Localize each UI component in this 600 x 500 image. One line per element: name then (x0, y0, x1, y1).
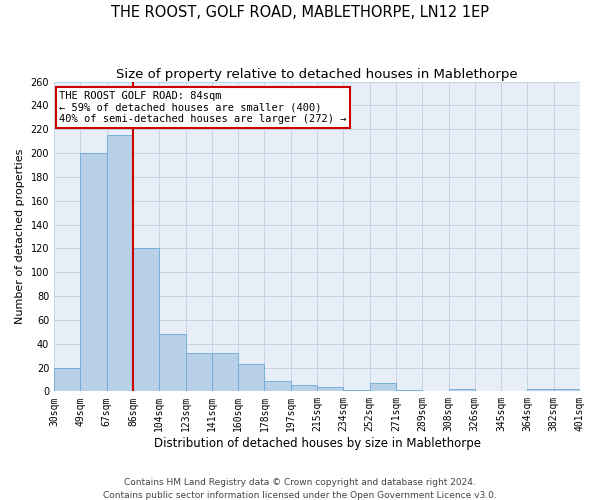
Bar (107, 136, 133, 392)
Bar (527, 389, 554, 392)
Bar (370, 383, 396, 392)
Bar (449, 389, 475, 392)
Bar (554, 389, 580, 392)
Bar (343, 390, 370, 392)
Text: THE ROOST, GOLF ROAD, MABLETHORPE, LN12 1EP: THE ROOST, GOLF ROAD, MABLETHORPE, LN12 … (111, 5, 489, 20)
Bar (185, 353, 212, 392)
Bar (80, 153, 107, 392)
Bar (212, 353, 238, 392)
Bar (317, 386, 343, 392)
Bar (291, 386, 317, 392)
Text: THE ROOST GOLF ROAD: 84sqm
← 59% of detached houses are smaller (400)
40% of sem: THE ROOST GOLF ROAD: 84sqm ← 59% of deta… (59, 91, 347, 124)
Bar (159, 334, 185, 392)
Y-axis label: Number of detached properties: Number of detached properties (15, 149, 25, 324)
Title: Size of property relative to detached houses in Mablethorpe: Size of property relative to detached ho… (116, 68, 518, 80)
Bar (54, 368, 80, 392)
Bar (265, 380, 291, 392)
X-axis label: Distribution of detached houses by size in Mablethorpe: Distribution of detached houses by size … (154, 437, 481, 450)
Bar (238, 364, 265, 392)
Bar (396, 390, 422, 392)
Text: Contains HM Land Registry data © Crown copyright and database right 2024.
Contai: Contains HM Land Registry data © Crown c… (103, 478, 497, 500)
Bar (133, 248, 159, 392)
